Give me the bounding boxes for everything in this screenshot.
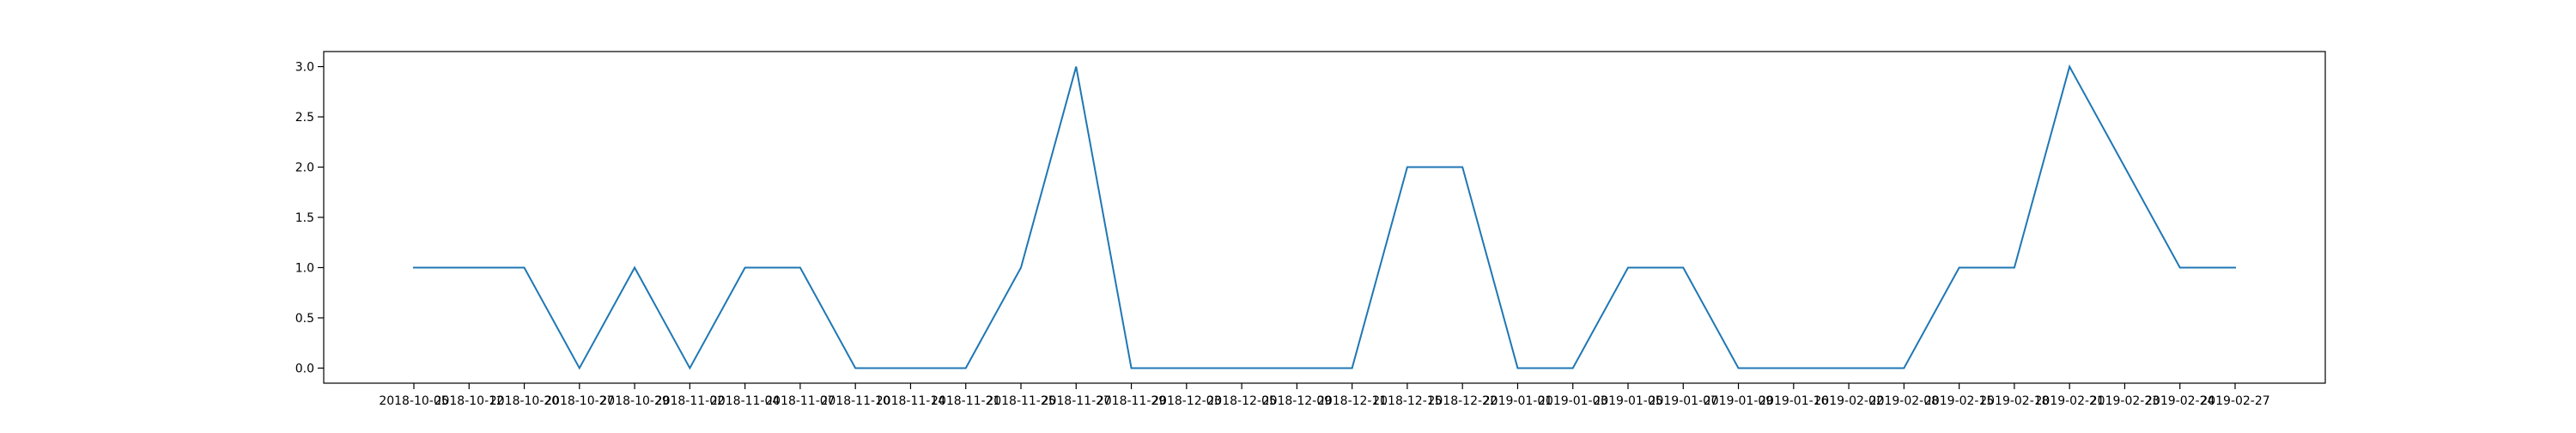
x-tick-label: 2018-10-12: [434, 394, 504, 408]
x-tick-label: 2018-10-27: [544, 394, 614, 408]
data-point: [1461, 167, 1463, 168]
data-point: [2069, 66, 2070, 68]
y-tick-label: 1.0: [295, 261, 314, 275]
x-tick-label: 2019-02-15: [1924, 394, 1994, 408]
data-point: [468, 266, 470, 268]
x-tick-label: 2018-11-14: [876, 394, 945, 408]
data-point: [965, 367, 967, 369]
data-point: [1131, 367, 1133, 369]
x-tick-label: 2018-12-03: [1151, 394, 1221, 408]
data-point: [799, 266, 801, 268]
y-tick-label: 1.5: [295, 211, 314, 225]
x-tick-label: 2019-02-21: [2034, 394, 2104, 408]
y-tick-label: 0.5: [295, 312, 314, 326]
data-point: [1075, 66, 1077, 68]
x-tick-label: 2019-02-23: [2090, 394, 2160, 408]
x-tick-label: 2018-12-09: [1262, 394, 1332, 408]
x-tick-label: 2018-12-22: [1427, 394, 1497, 408]
x-tick-label: 2018-12-05: [1206, 394, 1276, 408]
data-point: [909, 367, 911, 369]
x-tick-label: 2018-11-27: [1042, 394, 1111, 408]
data-point: [1682, 266, 1684, 268]
x-tick-label: 2019-01-01: [1483, 394, 1552, 408]
data-point: [1793, 367, 1795, 369]
data-point: [1296, 367, 1297, 369]
x-tick-label: 2019-02-02: [1814, 394, 1883, 408]
y-tick-label: 2.5: [295, 111, 314, 125]
x-tick-label: 2018-11-07: [765, 394, 835, 408]
data-point: [1627, 266, 1629, 268]
x-axis: 2018-10-052018-10-122018-10-202018-10-27…: [379, 383, 2270, 408]
data-point: [2014, 266, 2015, 268]
x-tick-label: 2018-10-29: [599, 394, 669, 408]
x-tick-label: 2019-01-09: [1704, 394, 1773, 408]
data-point: [1516, 367, 1518, 369]
x-tick-label: 2018-12-15: [1372, 394, 1442, 408]
x-tick-label: 2018-11-10: [820, 394, 890, 408]
data-point: [1186, 367, 1188, 369]
x-tick-label: 2019-02-27: [2200, 394, 2269, 408]
data-point: [634, 266, 635, 268]
x-tick-label: 2019-02-08: [1869, 394, 1939, 408]
y-tick-label: 2.0: [295, 162, 314, 175]
data-point: [689, 367, 690, 369]
data-point: [1352, 367, 1353, 369]
y-tick-label: 3.0: [295, 61, 314, 75]
data-point: [524, 266, 526, 268]
data-point: [1020, 266, 1022, 268]
x-tick-label: 2019-01-05: [1593, 394, 1662, 408]
data-point: [1738, 367, 1740, 369]
data-point: [1406, 167, 1408, 168]
x-tick-label: 2018-11-29: [1097, 394, 1166, 408]
data-point: [1572, 367, 1574, 369]
x-tick-label: 2018-11-04: [710, 394, 780, 408]
data-point: [1959, 266, 1960, 268]
y-tick-label: 0.0: [295, 362, 314, 375]
data-point: [854, 367, 856, 369]
data-point: [1848, 367, 1850, 369]
data-point: [1903, 367, 1905, 369]
series-line: [413, 64, 2236, 370]
data-point: [579, 367, 580, 369]
data-point: [2234, 266, 2236, 268]
data-point: [1241, 367, 1242, 369]
data-point: [744, 266, 746, 268]
x-tick-label: 2019-01-16: [1759, 394, 1828, 408]
x-tick-label: 2019-02-18: [1979, 394, 2049, 408]
x-tick-label: 2018-10-20: [489, 394, 559, 408]
x-tick-label: 2019-01-03: [1538, 394, 1607, 408]
data-point: [2179, 266, 2181, 268]
data-point: [2123, 167, 2125, 168]
x-tick-label: 2018-11-21: [931, 394, 1000, 408]
y-axis: 0.0 0.5 1.0 1.5 2.0 2.5 3.0: [295, 61, 324, 375]
x-tick-label: 2019-02-24: [2145, 394, 2215, 408]
x-tick-label: 2018-11-02: [655, 394, 725, 408]
data-point: [413, 266, 415, 268]
x-tick-label: 2018-10-05: [379, 394, 448, 408]
x-tick-label: 2019-01-07: [1649, 394, 1718, 408]
x-tick-label: 2018-11-25: [986, 394, 1055, 408]
x-tick-label: 2018-12-11: [1317, 394, 1387, 408]
series-layer: [413, 64, 2236, 370]
